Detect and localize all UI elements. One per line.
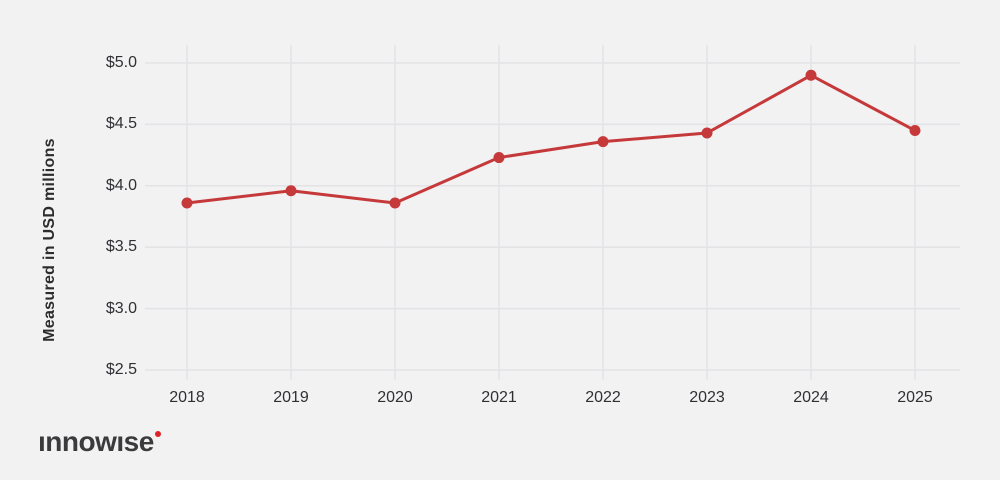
y-tick-label: $3.5 [105,238,137,256]
data-point [909,125,921,137]
data-point [805,69,817,81]
x-tick-label: 2018 [169,389,205,406]
data-point [597,136,609,148]
data-point [701,127,713,139]
x-tick-label: 2019 [273,389,309,406]
x-tick-label: 2023 [689,389,725,406]
logo-dot-icon [154,431,161,437]
data-point [285,185,297,197]
x-tick-label: 2020 [377,389,413,406]
y-tick-label: $4.5 [105,115,137,133]
y-tick-label: $5.0 [105,54,137,71]
x-tick-label: 2025 [897,389,933,406]
y-tick-label: $3.0 [105,299,137,317]
x-tick-label: 2024 [793,389,829,406]
data-point [181,197,193,209]
y-tick-label: $4.0 [105,176,137,194]
x-tick-label: 2022 [585,389,621,406]
logo: ınnowıse [38,426,161,458]
x-tick-label: 2021 [481,389,517,406]
data-point [389,197,401,209]
logo-text: ınnowıse [38,426,154,457]
series-line [186,73,916,205]
y-tick-label: $2.5 [105,361,137,378]
data-point [493,152,505,164]
